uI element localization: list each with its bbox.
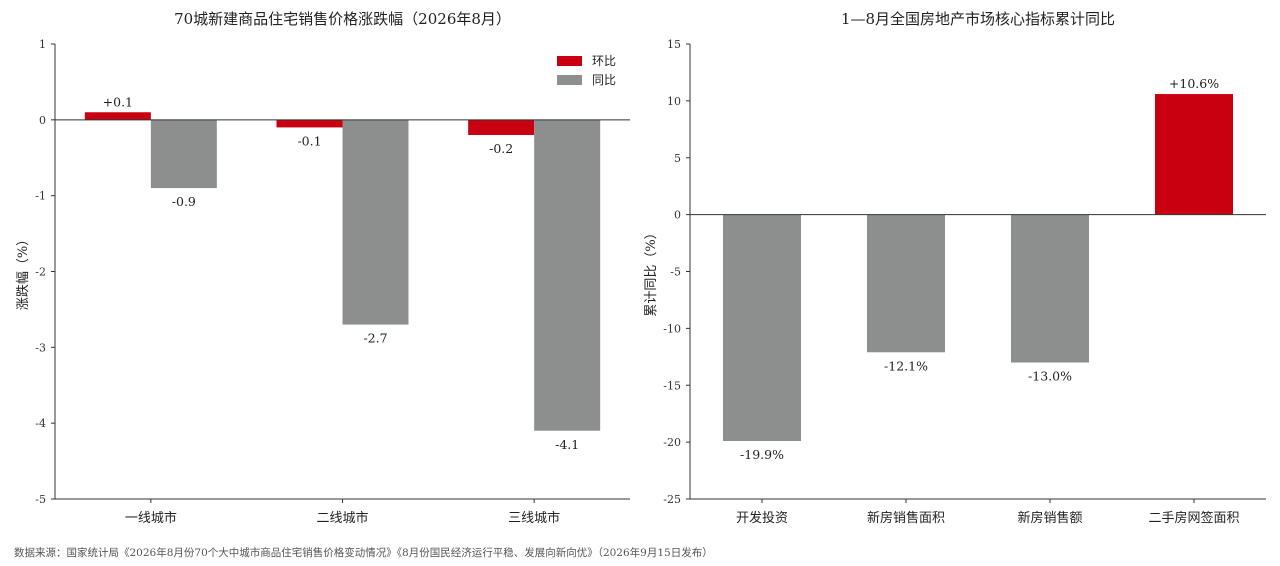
chart2-bar-1: [867, 214, 945, 353]
chart2-data-label: -19.9%: [740, 447, 784, 462]
chart2-category-label: 二手房网签面积: [1148, 510, 1239, 526]
chart1-y-tick-label: 0: [39, 114, 46, 127]
chart1-data-label: +0.1: [103, 94, 133, 109]
chart2-category-label: 开发投资: [736, 510, 788, 526]
chart2-y-tick-label: -20: [663, 436, 681, 449]
chart2-bar-2: [1011, 214, 1089, 363]
chart1-y-tick-label: -3: [35, 341, 46, 354]
chart1-legend-label: 环比: [592, 54, 616, 68]
chart1-bar-yoy-2: [534, 119, 601, 431]
chart1-y-tick-label: -5: [35, 493, 46, 506]
chart2-title: 1—8月全国房地产市场核心指标累计同比: [841, 10, 1115, 28]
chart2-y-tick-label: 5: [674, 152, 681, 165]
chart1-data-label: -4.1: [555, 437, 579, 452]
source-note: 数据来源：国家统计局《2026年8月份70个大中城市商品住宅销售价格变动情况》《…: [14, 547, 713, 559]
chart1-data-label: -0.9: [172, 194, 196, 209]
chart2-y-tick-label: -10: [663, 322, 681, 335]
chart2-y-tick-label: -25: [663, 493, 681, 506]
chart1-category-label: 二线城市: [316, 510, 368, 526]
chart1-bar-yoy-0: [150, 119, 217, 189]
chart1-data-label: -0.1: [297, 133, 321, 148]
chart1-y-tick-label: -1: [35, 190, 46, 203]
chart1-data-label: -0.2: [489, 141, 513, 156]
chart1-bar-mom-1: [276, 119, 343, 128]
chart1-bar-mom-2: [468, 119, 535, 135]
chart1-legend-swatch: [557, 56, 582, 66]
chart1-data-label: -2.7: [363, 331, 387, 346]
chart2-data-label: +10.6%: [1169, 76, 1219, 91]
chart1-legend-swatch: [557, 75, 582, 85]
chart2-data-label: -13.0%: [1028, 369, 1072, 384]
chart1-y-tick-label: -4: [35, 417, 46, 430]
chart2-y-tick-label: 0: [674, 209, 681, 222]
chart1-legend-label: 同比: [592, 73, 616, 87]
chart2-y-tick-label: -15: [663, 379, 681, 392]
chart1-category-label: 一线城市: [125, 510, 177, 526]
chart1-y-label: 涨跌幅（%）: [15, 233, 31, 310]
chart2-data-label: -12.1%: [884, 358, 928, 373]
chart1-y-tick-label: 1: [39, 38, 46, 51]
chart2-y-tick-label: 15: [667, 38, 681, 51]
chart1-title: 70城新建商品住宅销售价格涨跌幅（2026年8月）: [174, 10, 511, 28]
chart1-bar-yoy-1: [342, 119, 409, 325]
chart2-category-label: 新房销售额: [1017, 510, 1082, 526]
chart2-y-tick-label: -5: [670, 266, 681, 279]
chart2-bar-3: [1155, 94, 1233, 215]
chart1-bar-mom-0: [84, 112, 151, 120]
chart1-category-label: 三线城市: [508, 510, 560, 526]
chart2-bar-0: [723, 214, 801, 441]
chart2-category-label: 新房销售面积: [867, 510, 945, 526]
chart2-y-tick-label: 10: [667, 95, 681, 108]
chart2-y-label: 累计同比（%）: [644, 226, 659, 316]
chart1-y-tick-label: -2: [35, 266, 46, 279]
